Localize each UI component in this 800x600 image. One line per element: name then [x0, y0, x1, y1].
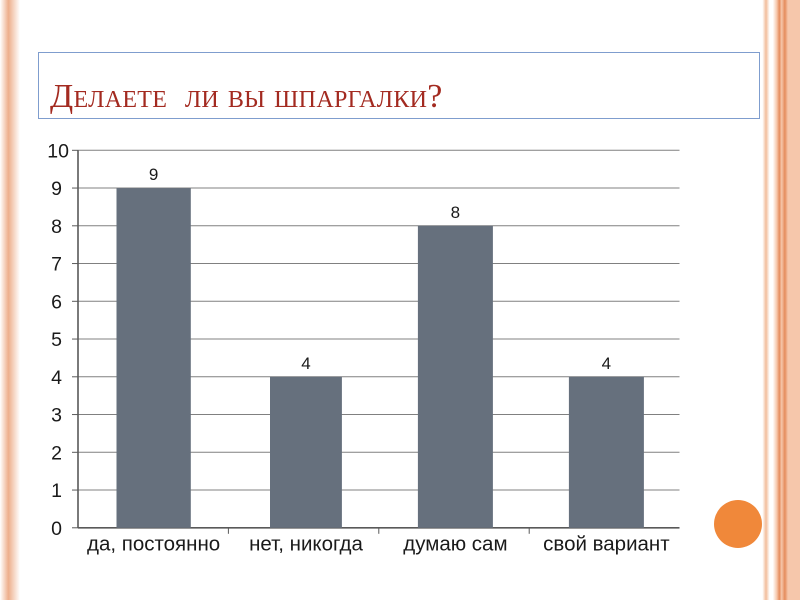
svg-text:да, постоянно: да, постоянно: [87, 533, 220, 556]
svg-text:2: 2: [51, 442, 62, 464]
svg-text:9: 9: [149, 165, 158, 184]
svg-text:нет, никогда: нет, никогда: [249, 533, 363, 556]
svg-text:0: 0: [51, 518, 62, 540]
svg-text:4: 4: [301, 354, 310, 373]
svg-text:9: 9: [51, 178, 62, 200]
svg-text:4: 4: [602, 354, 611, 373]
svg-text:8: 8: [451, 203, 460, 222]
svg-text:4: 4: [51, 367, 62, 389]
svg-text:5: 5: [51, 329, 62, 351]
svg-text:1: 1: [51, 480, 62, 502]
svg-text:думаю сам: думаю сам: [403, 533, 507, 556]
svg-text:8: 8: [51, 216, 62, 238]
svg-text:свой вариант: свой вариант: [543, 533, 670, 556]
svg-text:7: 7: [51, 254, 62, 276]
svg-text:3: 3: [51, 405, 62, 427]
svg-text:10: 10: [47, 140, 69, 162]
svg-text:6: 6: [51, 291, 62, 313]
